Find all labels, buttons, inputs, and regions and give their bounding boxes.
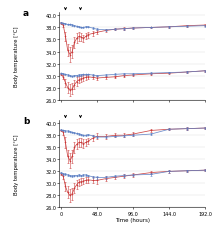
X-axis label: Time (hours): Time (hours)	[115, 217, 150, 222]
Y-axis label: Body temperature [°C]: Body temperature [°C]	[14, 134, 19, 194]
Text: a: a	[23, 9, 29, 18]
Text: b: b	[23, 116, 29, 125]
Y-axis label: Body temperature [°C]: Body temperature [°C]	[14, 27, 19, 87]
